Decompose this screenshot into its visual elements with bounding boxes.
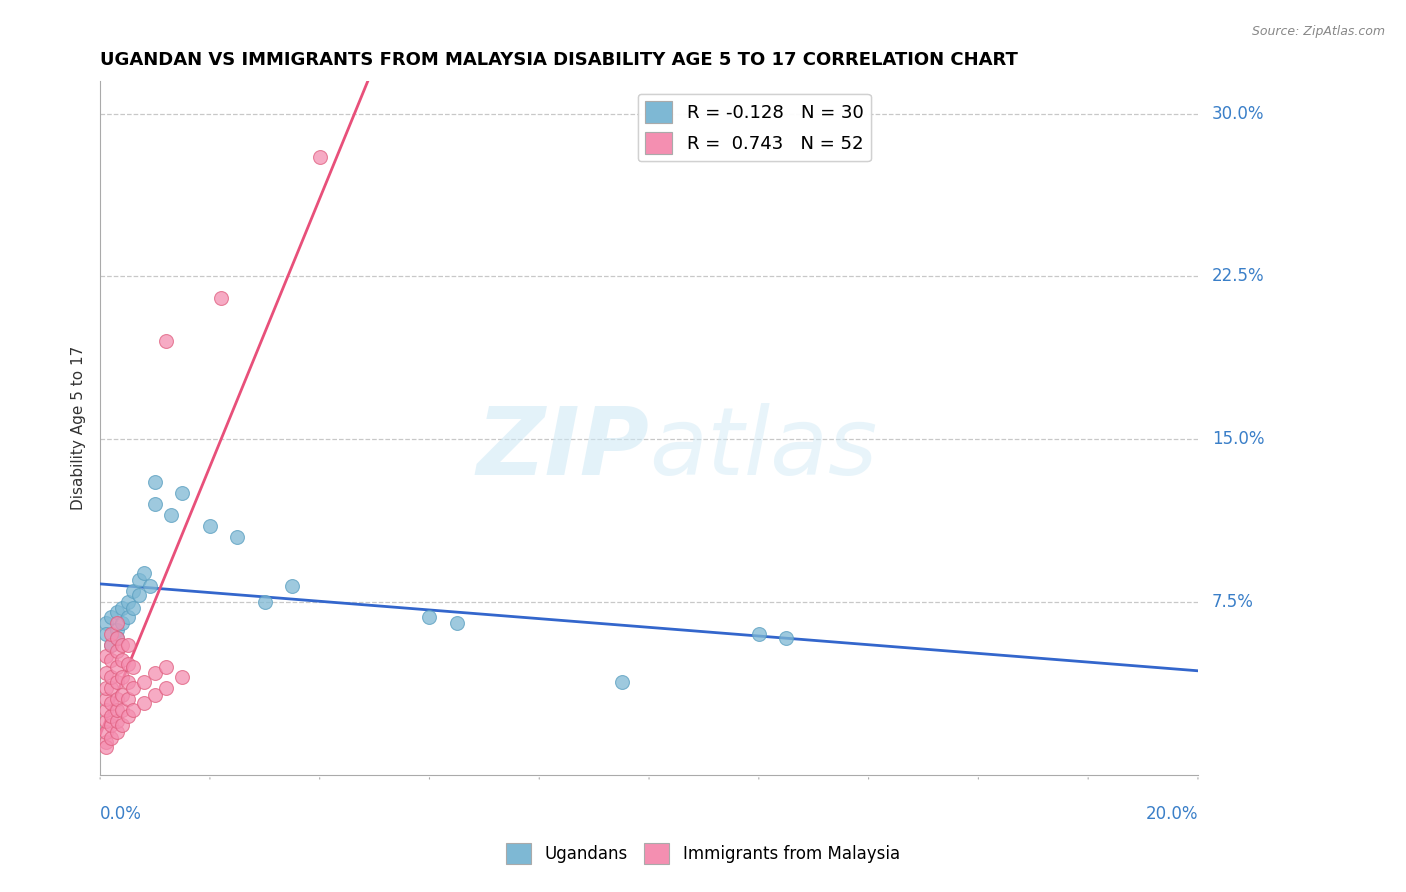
Point bbox=[94, 666, 117, 681]
Point bbox=[111, 703, 134, 717]
Point bbox=[94, 692, 117, 706]
Point bbox=[105, 659, 128, 673]
Point bbox=[105, 724, 128, 739]
Text: atlas: atlas bbox=[650, 403, 877, 494]
Point bbox=[122, 703, 145, 717]
Point bbox=[105, 616, 128, 631]
Point bbox=[117, 692, 139, 706]
Point bbox=[128, 573, 150, 587]
Point bbox=[198, 518, 221, 533]
Point bbox=[111, 718, 134, 732]
Point bbox=[155, 659, 177, 673]
Point bbox=[100, 653, 122, 667]
Point bbox=[100, 709, 122, 723]
Point bbox=[143, 475, 166, 490]
Legend: R = -0.128   N = 30, R =  0.743   N = 52: R = -0.128 N = 30, R = 0.743 N = 52 bbox=[638, 94, 870, 161]
Point bbox=[105, 632, 128, 646]
Point bbox=[100, 697, 122, 711]
Point bbox=[105, 703, 128, 717]
Point bbox=[155, 681, 177, 696]
Legend: Ugandans, Immigrants from Malaysia: Ugandans, Immigrants from Malaysia bbox=[499, 837, 907, 871]
Point bbox=[100, 638, 122, 652]
Point bbox=[117, 657, 139, 672]
Point bbox=[94, 703, 117, 717]
Point bbox=[418, 609, 440, 624]
Point bbox=[253, 594, 276, 608]
Point bbox=[138, 579, 160, 593]
Point bbox=[155, 334, 177, 349]
Point bbox=[209, 291, 232, 305]
Point bbox=[105, 714, 128, 728]
Point bbox=[100, 670, 122, 684]
Point bbox=[143, 497, 166, 511]
Point bbox=[143, 688, 166, 702]
Point bbox=[105, 692, 128, 706]
Point bbox=[105, 644, 128, 658]
Point bbox=[172, 486, 194, 500]
Point bbox=[748, 627, 770, 641]
Text: 20.0%: 20.0% bbox=[1146, 805, 1198, 823]
Text: 15.0%: 15.0% bbox=[1212, 430, 1264, 448]
Point bbox=[775, 632, 797, 646]
Point bbox=[111, 601, 134, 615]
Point bbox=[172, 670, 194, 684]
Point bbox=[281, 579, 304, 593]
Point bbox=[122, 583, 145, 598]
Text: Source: ZipAtlas.com: Source: ZipAtlas.com bbox=[1251, 25, 1385, 38]
Point bbox=[100, 638, 122, 652]
Text: 7.5%: 7.5% bbox=[1212, 592, 1254, 610]
Point bbox=[94, 627, 117, 641]
Point bbox=[132, 566, 155, 581]
Point bbox=[94, 616, 117, 631]
Point bbox=[94, 714, 117, 728]
Point bbox=[105, 632, 128, 646]
Point bbox=[122, 601, 145, 615]
Point bbox=[100, 681, 122, 696]
Point bbox=[94, 648, 117, 663]
Y-axis label: Disability Age 5 to 17: Disability Age 5 to 17 bbox=[72, 346, 86, 510]
Point bbox=[111, 670, 134, 684]
Point bbox=[132, 674, 155, 689]
Point bbox=[111, 638, 134, 652]
Text: 30.0%: 30.0% bbox=[1212, 105, 1264, 123]
Point bbox=[100, 718, 122, 732]
Point bbox=[94, 735, 117, 749]
Point bbox=[117, 609, 139, 624]
Point bbox=[105, 623, 128, 637]
Point bbox=[111, 688, 134, 702]
Point bbox=[94, 681, 117, 696]
Point bbox=[143, 666, 166, 681]
Point bbox=[132, 697, 155, 711]
Point bbox=[105, 674, 128, 689]
Point bbox=[117, 709, 139, 723]
Point bbox=[100, 731, 122, 745]
Point bbox=[117, 594, 139, 608]
Point bbox=[122, 681, 145, 696]
Point bbox=[100, 609, 122, 624]
Point bbox=[160, 508, 183, 522]
Point bbox=[111, 616, 134, 631]
Point bbox=[117, 674, 139, 689]
Point bbox=[117, 638, 139, 652]
Text: UGANDAN VS IMMIGRANTS FROM MALAYSIA DISABILITY AGE 5 TO 17 CORRELATION CHART: UGANDAN VS IMMIGRANTS FROM MALAYSIA DISA… bbox=[100, 51, 1018, 69]
Text: 22.5%: 22.5% bbox=[1212, 268, 1264, 285]
Point bbox=[610, 674, 633, 689]
Point bbox=[446, 616, 468, 631]
Point bbox=[100, 627, 122, 641]
Text: ZIP: ZIP bbox=[477, 403, 650, 495]
Point bbox=[105, 606, 128, 620]
Point bbox=[94, 739, 117, 754]
Point bbox=[94, 724, 117, 739]
Point bbox=[122, 659, 145, 673]
Point bbox=[111, 653, 134, 667]
Point bbox=[226, 529, 249, 543]
Point bbox=[308, 150, 330, 164]
Point bbox=[128, 588, 150, 602]
Text: 0.0%: 0.0% bbox=[100, 805, 142, 823]
